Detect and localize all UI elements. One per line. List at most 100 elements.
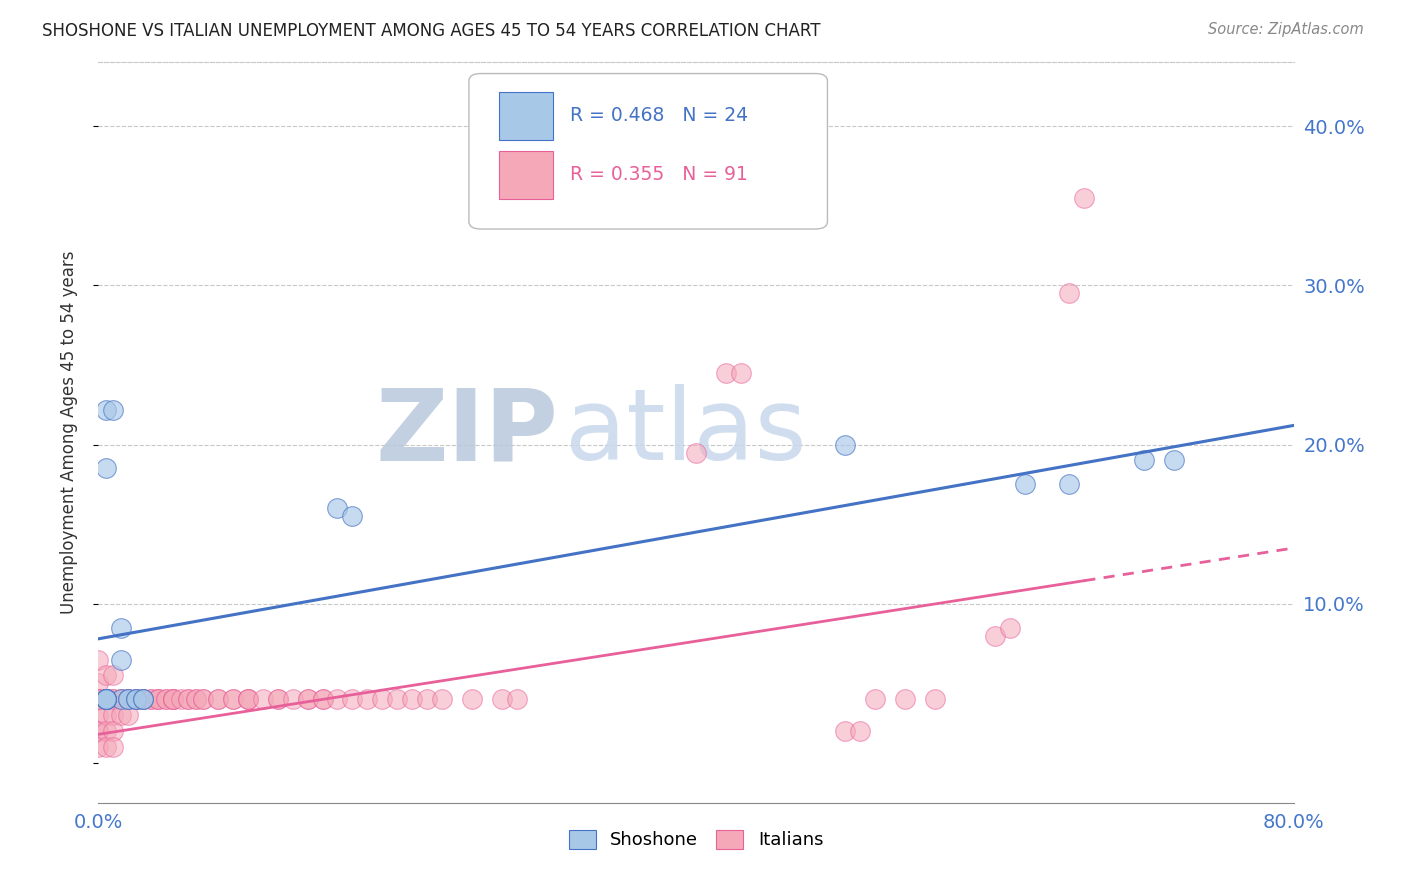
Point: [94, 461, 117, 475]
Point: [1073, 191, 1095, 205]
Point: [117, 708, 139, 723]
Point: [125, 692, 148, 706]
Point: [207, 692, 229, 706]
Point: [184, 692, 207, 706]
Point: [491, 692, 513, 706]
Point: [162, 692, 184, 706]
Point: [1059, 477, 1081, 491]
Point: [103, 692, 125, 706]
Point: [191, 692, 214, 706]
Point: [94, 708, 117, 723]
Point: [87, 692, 110, 706]
Point: [924, 692, 946, 706]
Point: [94, 668, 117, 682]
FancyBboxPatch shape: [499, 152, 553, 200]
Point: [94, 692, 117, 706]
Point: [849, 724, 872, 739]
Text: Source: ZipAtlas.com: Source: ZipAtlas.com: [1208, 22, 1364, 37]
Point: [162, 692, 184, 706]
Point: [162, 692, 184, 706]
Point: [132, 692, 155, 706]
Point: [191, 692, 214, 706]
Point: [132, 692, 155, 706]
Point: [103, 740, 125, 755]
Point: [1163, 453, 1185, 467]
Point: [94, 692, 117, 706]
Y-axis label: Unemployment Among Ages 45 to 54 years: Unemployment Among Ages 45 to 54 years: [59, 251, 77, 615]
Point: [94, 724, 117, 739]
Text: atlas: atlas: [565, 384, 806, 481]
Point: [110, 692, 132, 706]
Point: [1059, 286, 1081, 301]
Point: [110, 621, 132, 635]
Text: R = 0.468   N = 24: R = 0.468 N = 24: [571, 106, 748, 125]
Point: [894, 692, 917, 706]
Point: [94, 692, 117, 706]
Point: [356, 692, 378, 706]
Text: R = 0.355   N = 91: R = 0.355 N = 91: [571, 166, 748, 185]
Point: [87, 724, 110, 739]
Point: [155, 692, 177, 706]
Point: [236, 692, 259, 706]
Point: [984, 629, 1007, 643]
Point: [87, 692, 110, 706]
Point: [222, 692, 245, 706]
Point: [94, 740, 117, 755]
Point: [139, 692, 162, 706]
Point: [177, 692, 200, 706]
Point: [207, 692, 229, 706]
Point: [139, 692, 162, 706]
Point: [94, 692, 117, 706]
FancyBboxPatch shape: [470, 73, 828, 229]
Point: [371, 692, 394, 706]
Point: [110, 652, 132, 666]
Point: [506, 692, 529, 706]
Point: [110, 692, 132, 706]
Point: [132, 692, 155, 706]
Point: [416, 692, 439, 706]
Point: [236, 692, 259, 706]
Point: [401, 692, 423, 706]
Point: [222, 692, 245, 706]
Point: [342, 692, 364, 706]
Point: [148, 692, 170, 706]
Point: [103, 692, 125, 706]
Point: [125, 692, 148, 706]
Point: [326, 692, 349, 706]
Point: [87, 692, 110, 706]
FancyBboxPatch shape: [499, 92, 553, 140]
Point: [94, 692, 117, 706]
Point: [184, 692, 207, 706]
Legend: Shoshone, Italians: Shoshone, Italians: [561, 823, 831, 856]
Point: [1014, 477, 1036, 491]
Point: [87, 676, 110, 690]
Point: [834, 724, 856, 739]
Point: [685, 445, 707, 459]
Point: [461, 692, 484, 706]
Point: [94, 692, 117, 706]
Point: [103, 708, 125, 723]
Point: [311, 692, 333, 706]
Point: [117, 692, 139, 706]
Point: [103, 402, 125, 417]
Point: [342, 509, 364, 524]
Point: [236, 692, 259, 706]
Point: [87, 652, 110, 666]
Point: [148, 692, 170, 706]
Point: [94, 692, 117, 706]
Point: [865, 692, 887, 706]
Point: [117, 692, 139, 706]
Point: [998, 621, 1021, 635]
Point: [326, 501, 349, 516]
Point: [94, 692, 117, 706]
Point: [281, 692, 304, 706]
Point: [267, 692, 290, 706]
Point: [267, 692, 290, 706]
Point: [125, 692, 148, 706]
Point: [110, 692, 132, 706]
Point: [834, 437, 856, 451]
Point: [94, 692, 117, 706]
Point: [1133, 453, 1156, 467]
Point: [252, 692, 274, 706]
Point: [94, 692, 117, 706]
